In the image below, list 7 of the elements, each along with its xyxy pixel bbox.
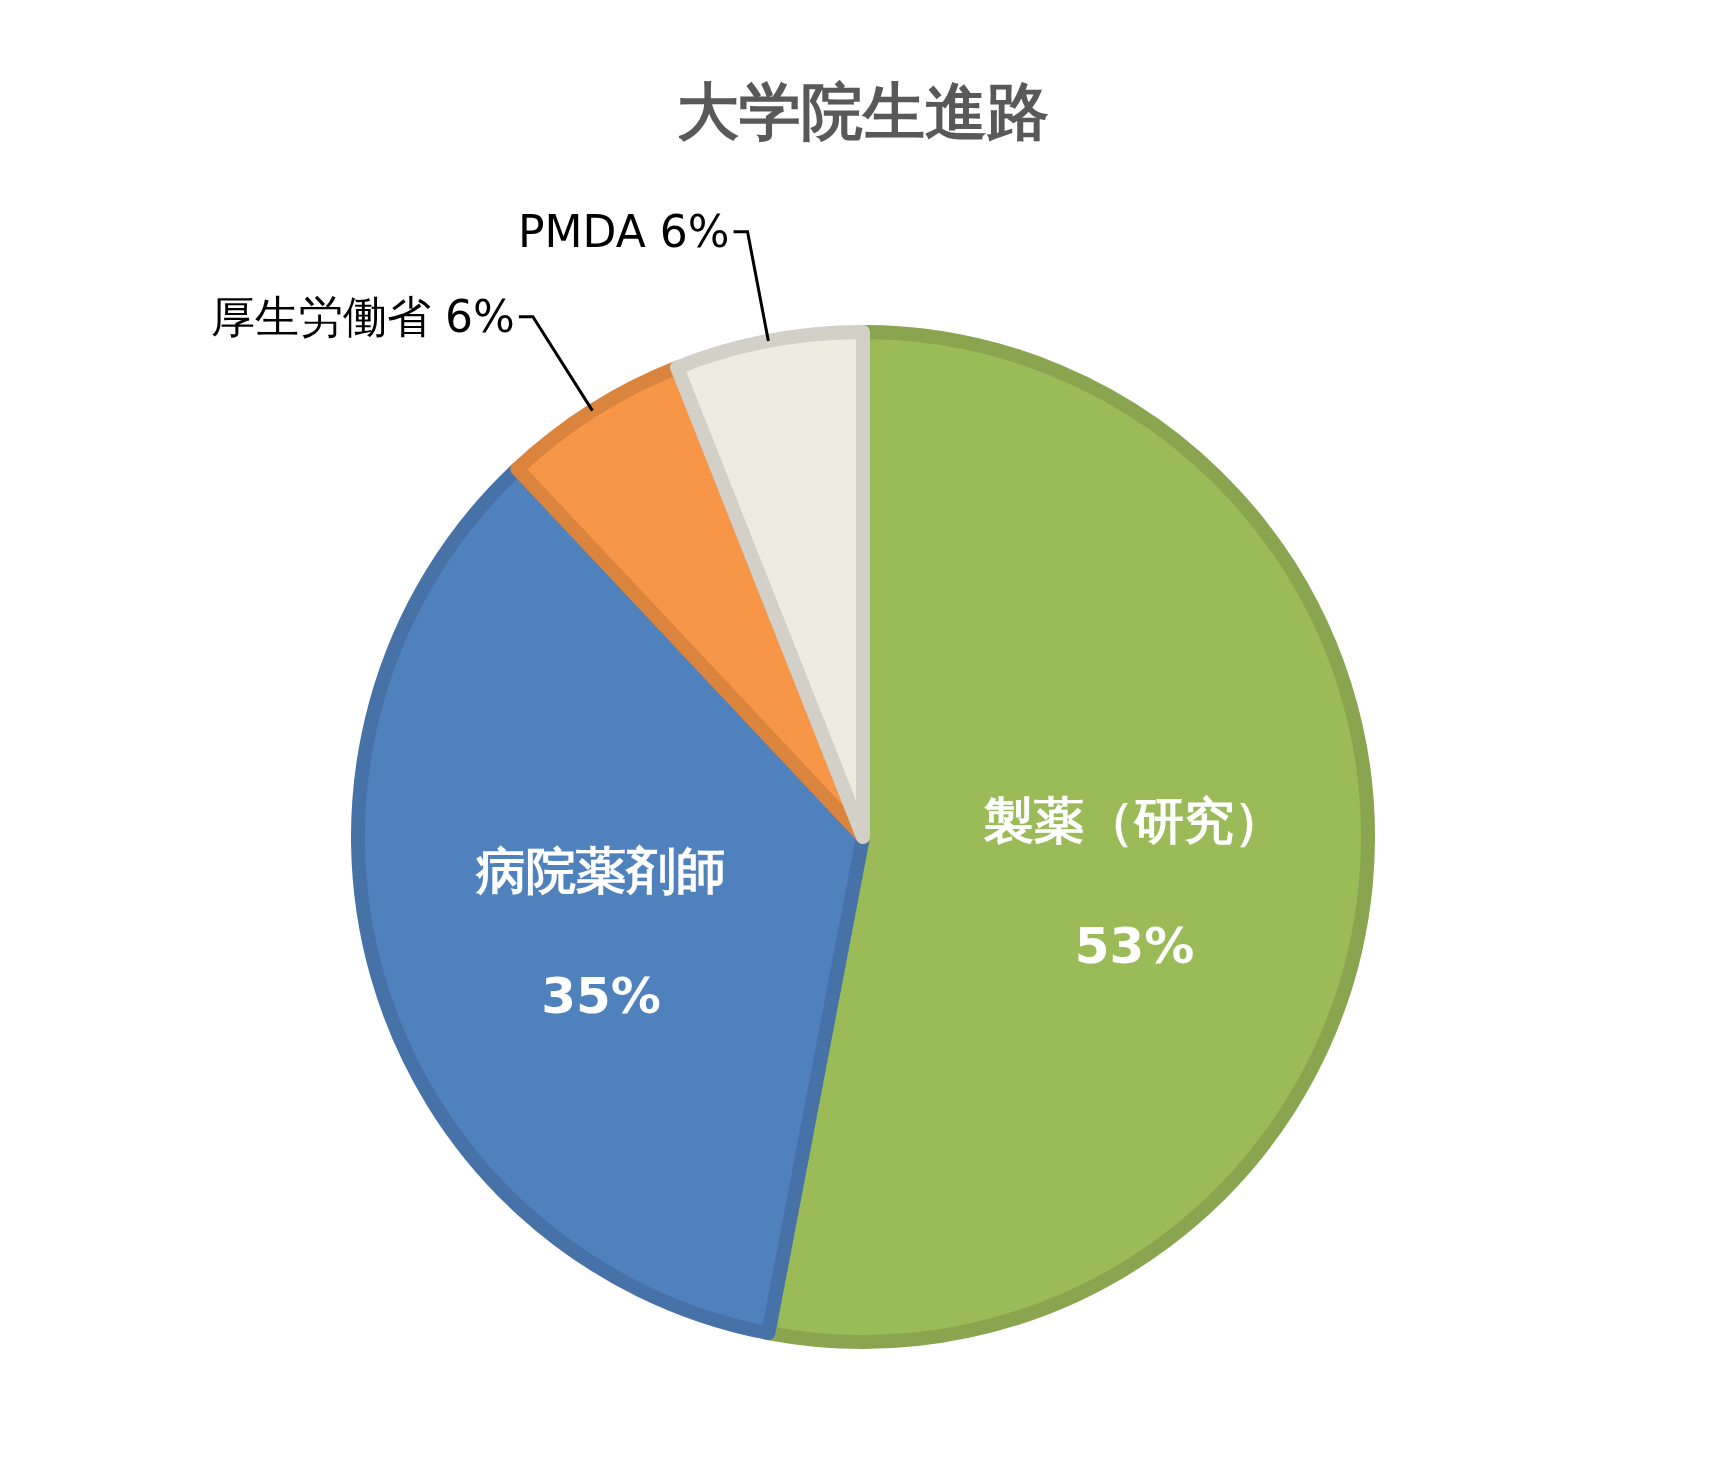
- data-label: 53%: [1074, 916, 1195, 975]
- slice-label: 病院薬剤師: [475, 842, 727, 901]
- slice-label: PMDA 6%: [518, 205, 730, 257]
- chart-title: 大学院生進路: [677, 75, 1049, 148]
- slice-label: 製薬（研究）: [983, 791, 1285, 850]
- slice-label: 厚生労働省 6%: [211, 290, 515, 342]
- data-label: 35%: [541, 967, 661, 1026]
